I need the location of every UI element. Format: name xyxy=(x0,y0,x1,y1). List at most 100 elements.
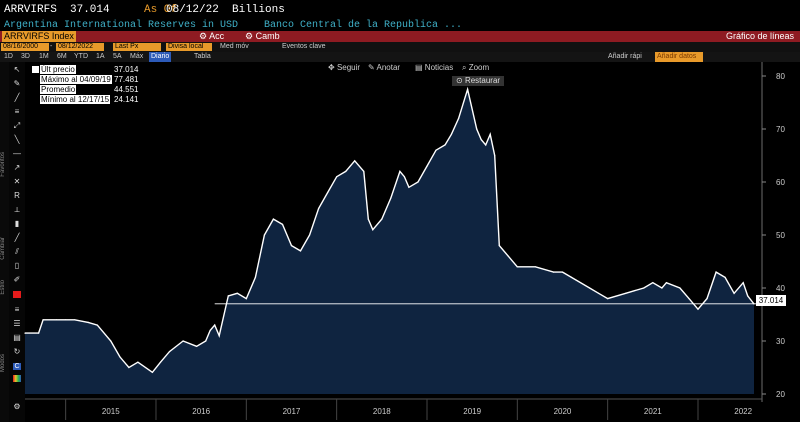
line-style-icon[interactable]: ☰ xyxy=(13,319,21,328)
data-point xyxy=(652,282,654,284)
current-value: 37.014 xyxy=(70,4,110,16)
data-point xyxy=(679,287,681,289)
left-toolbar: Favoritos Cambiar Estilo Modos xyxy=(0,62,9,422)
period-1a[interactable]: 1A xyxy=(96,53,105,60)
y-tick-label: 20 xyxy=(776,390,785,399)
data-point xyxy=(281,223,284,225)
line-tool-icon[interactable]: ╱ xyxy=(14,93,20,102)
header-line: ARRVIRFS 37.014 As Of 08/12/22 Billions xyxy=(0,0,800,20)
data-point xyxy=(485,144,487,146)
units-label: Billions xyxy=(232,4,285,16)
data-point xyxy=(336,176,338,178)
settings-bar: 08/16/2000 - 08/12/2022 Last Px Divisa l… xyxy=(0,42,800,52)
camb-menu[interactable]: ⚙ Camb xyxy=(245,31,280,41)
data-point xyxy=(724,276,726,278)
pencil-icon[interactable]: ✎ xyxy=(13,79,21,88)
restore-button[interactable]: ⊙ Restaurar xyxy=(452,76,505,86)
period-3d[interactable]: 3D xyxy=(21,53,30,60)
fib-tool-icon[interactable]: ≡ xyxy=(14,107,20,116)
y-tick-label: 50 xyxy=(776,231,785,240)
data-point xyxy=(74,319,76,321)
data-point xyxy=(426,165,428,167)
add-quick-button[interactable]: Añadir rápi xyxy=(608,53,642,60)
pen-icon[interactable]: ✐ xyxy=(13,275,21,284)
period-ytd[interactable]: YTD xyxy=(74,53,88,60)
y-tick-label: 60 xyxy=(776,178,785,187)
eraser-icon[interactable]: ▯ xyxy=(14,261,20,270)
key-events-toggle[interactable]: Eventos clave xyxy=(282,43,326,50)
news-button[interactable]: ▤ Noticias xyxy=(415,63,454,72)
period-6m[interactable]: 6M xyxy=(57,53,67,60)
acc-menu[interactable]: ⚙ Acc xyxy=(199,31,225,41)
zoom-button[interactable]: ⌕ Zoom xyxy=(462,63,490,72)
horizontal-line-icon[interactable]: — xyxy=(13,149,21,158)
follow-button[interactable]: ✥ Seguir xyxy=(328,63,361,72)
legend-label: Promedio xyxy=(40,85,77,94)
magnet-icon[interactable]: C xyxy=(13,363,21,370)
date-from-field[interactable]: 08/16/2000 xyxy=(1,43,49,51)
gear-icon: ⚙ xyxy=(245,31,254,41)
trend-tool-icon[interactable]: ⤢ xyxy=(13,121,21,130)
chart-type-label[interactable]: Gráfico de líneas xyxy=(725,31,794,41)
legend-row[interactable]: Últ precio 37.014 xyxy=(30,65,152,75)
data-point xyxy=(263,234,265,236)
y-axis: 20 30 40 50 60 70 80 xyxy=(761,62,785,402)
data-point xyxy=(688,298,690,300)
data-point xyxy=(119,356,121,358)
palette-icon[interactable] xyxy=(12,375,22,384)
annotate-button[interactable]: ✎ Anotar xyxy=(368,63,401,72)
data-point xyxy=(408,186,410,188)
price-field[interactable]: Last Px xyxy=(113,43,161,51)
data-point xyxy=(450,133,452,135)
color-swatch-icon[interactable] xyxy=(12,291,22,300)
refresh-icon[interactable]: ↻ xyxy=(13,347,21,356)
period-5a[interactable]: 5A xyxy=(113,53,122,60)
data-point xyxy=(480,139,482,141)
data-point xyxy=(24,332,26,334)
arrow-tool-icon[interactable]: ↗ xyxy=(13,163,21,172)
data-point xyxy=(38,332,40,334)
period-max[interactable]: Máx xyxy=(130,53,144,60)
data-point xyxy=(354,160,356,162)
cursor-icon[interactable]: ↖ xyxy=(13,65,21,74)
frequency-select[interactable]: Diario xyxy=(149,52,172,62)
x-tick-label: 2022 xyxy=(734,407,752,416)
brush-icon[interactable]: ╲ xyxy=(14,135,20,144)
rectangle-icon[interactable]: ▮ xyxy=(14,219,20,228)
data-point xyxy=(245,298,247,300)
text-tool-icon[interactable]: R xyxy=(14,191,20,200)
data-point xyxy=(403,176,405,178)
add-data-field[interactable]: Añadir datos xyxy=(655,52,703,62)
data-source: Banco Central de la Republica ... xyxy=(264,20,463,31)
data-point xyxy=(417,181,419,183)
currency-field[interactable]: Divisa local xyxy=(166,43,212,51)
layers-icon[interactable]: ▤ xyxy=(13,333,21,342)
data-point xyxy=(65,319,67,321)
description-line: Argentina International Reserves in USD … xyxy=(0,20,800,32)
data-point xyxy=(607,298,609,300)
ray-icon[interactable]: ╱ xyxy=(14,233,20,242)
moving-avg-toggle[interactable]: Med móv xyxy=(220,43,249,50)
y-tick-label: 30 xyxy=(776,337,785,346)
pencil-icon: ✎ xyxy=(368,63,375,72)
data-point xyxy=(254,276,256,278)
last-value-tag: 37.014 xyxy=(756,295,786,306)
period-1d[interactable]: 1D xyxy=(4,53,13,60)
gear-icon[interactable]: ⚙ xyxy=(13,402,21,411)
index-field[interactable]: ARRVIRFS Index xyxy=(2,31,76,42)
data-point xyxy=(309,234,311,236)
table-view[interactable]: Tabla xyxy=(194,53,211,60)
stats-legend: Últ precio 37.014 Máximo al 04/09/19 77.48… xyxy=(30,65,152,105)
line-weight-icon[interactable]: ≡ xyxy=(14,305,20,314)
date-separator: - xyxy=(50,43,53,50)
cross-icon[interactable]: ✕ xyxy=(13,177,21,186)
date-to-field[interactable]: 08/12/2022 xyxy=(56,43,104,51)
news-icon: ▤ xyxy=(415,63,423,72)
data-point xyxy=(747,295,749,297)
channel-icon[interactable]: ⫽ xyxy=(15,247,19,256)
checkbox[interactable] xyxy=(32,66,39,73)
period-1m[interactable]: 1M xyxy=(39,53,49,60)
measure-icon[interactable]: ⟂ xyxy=(14,205,20,214)
asof-date: 08/12/22 xyxy=(166,4,219,16)
